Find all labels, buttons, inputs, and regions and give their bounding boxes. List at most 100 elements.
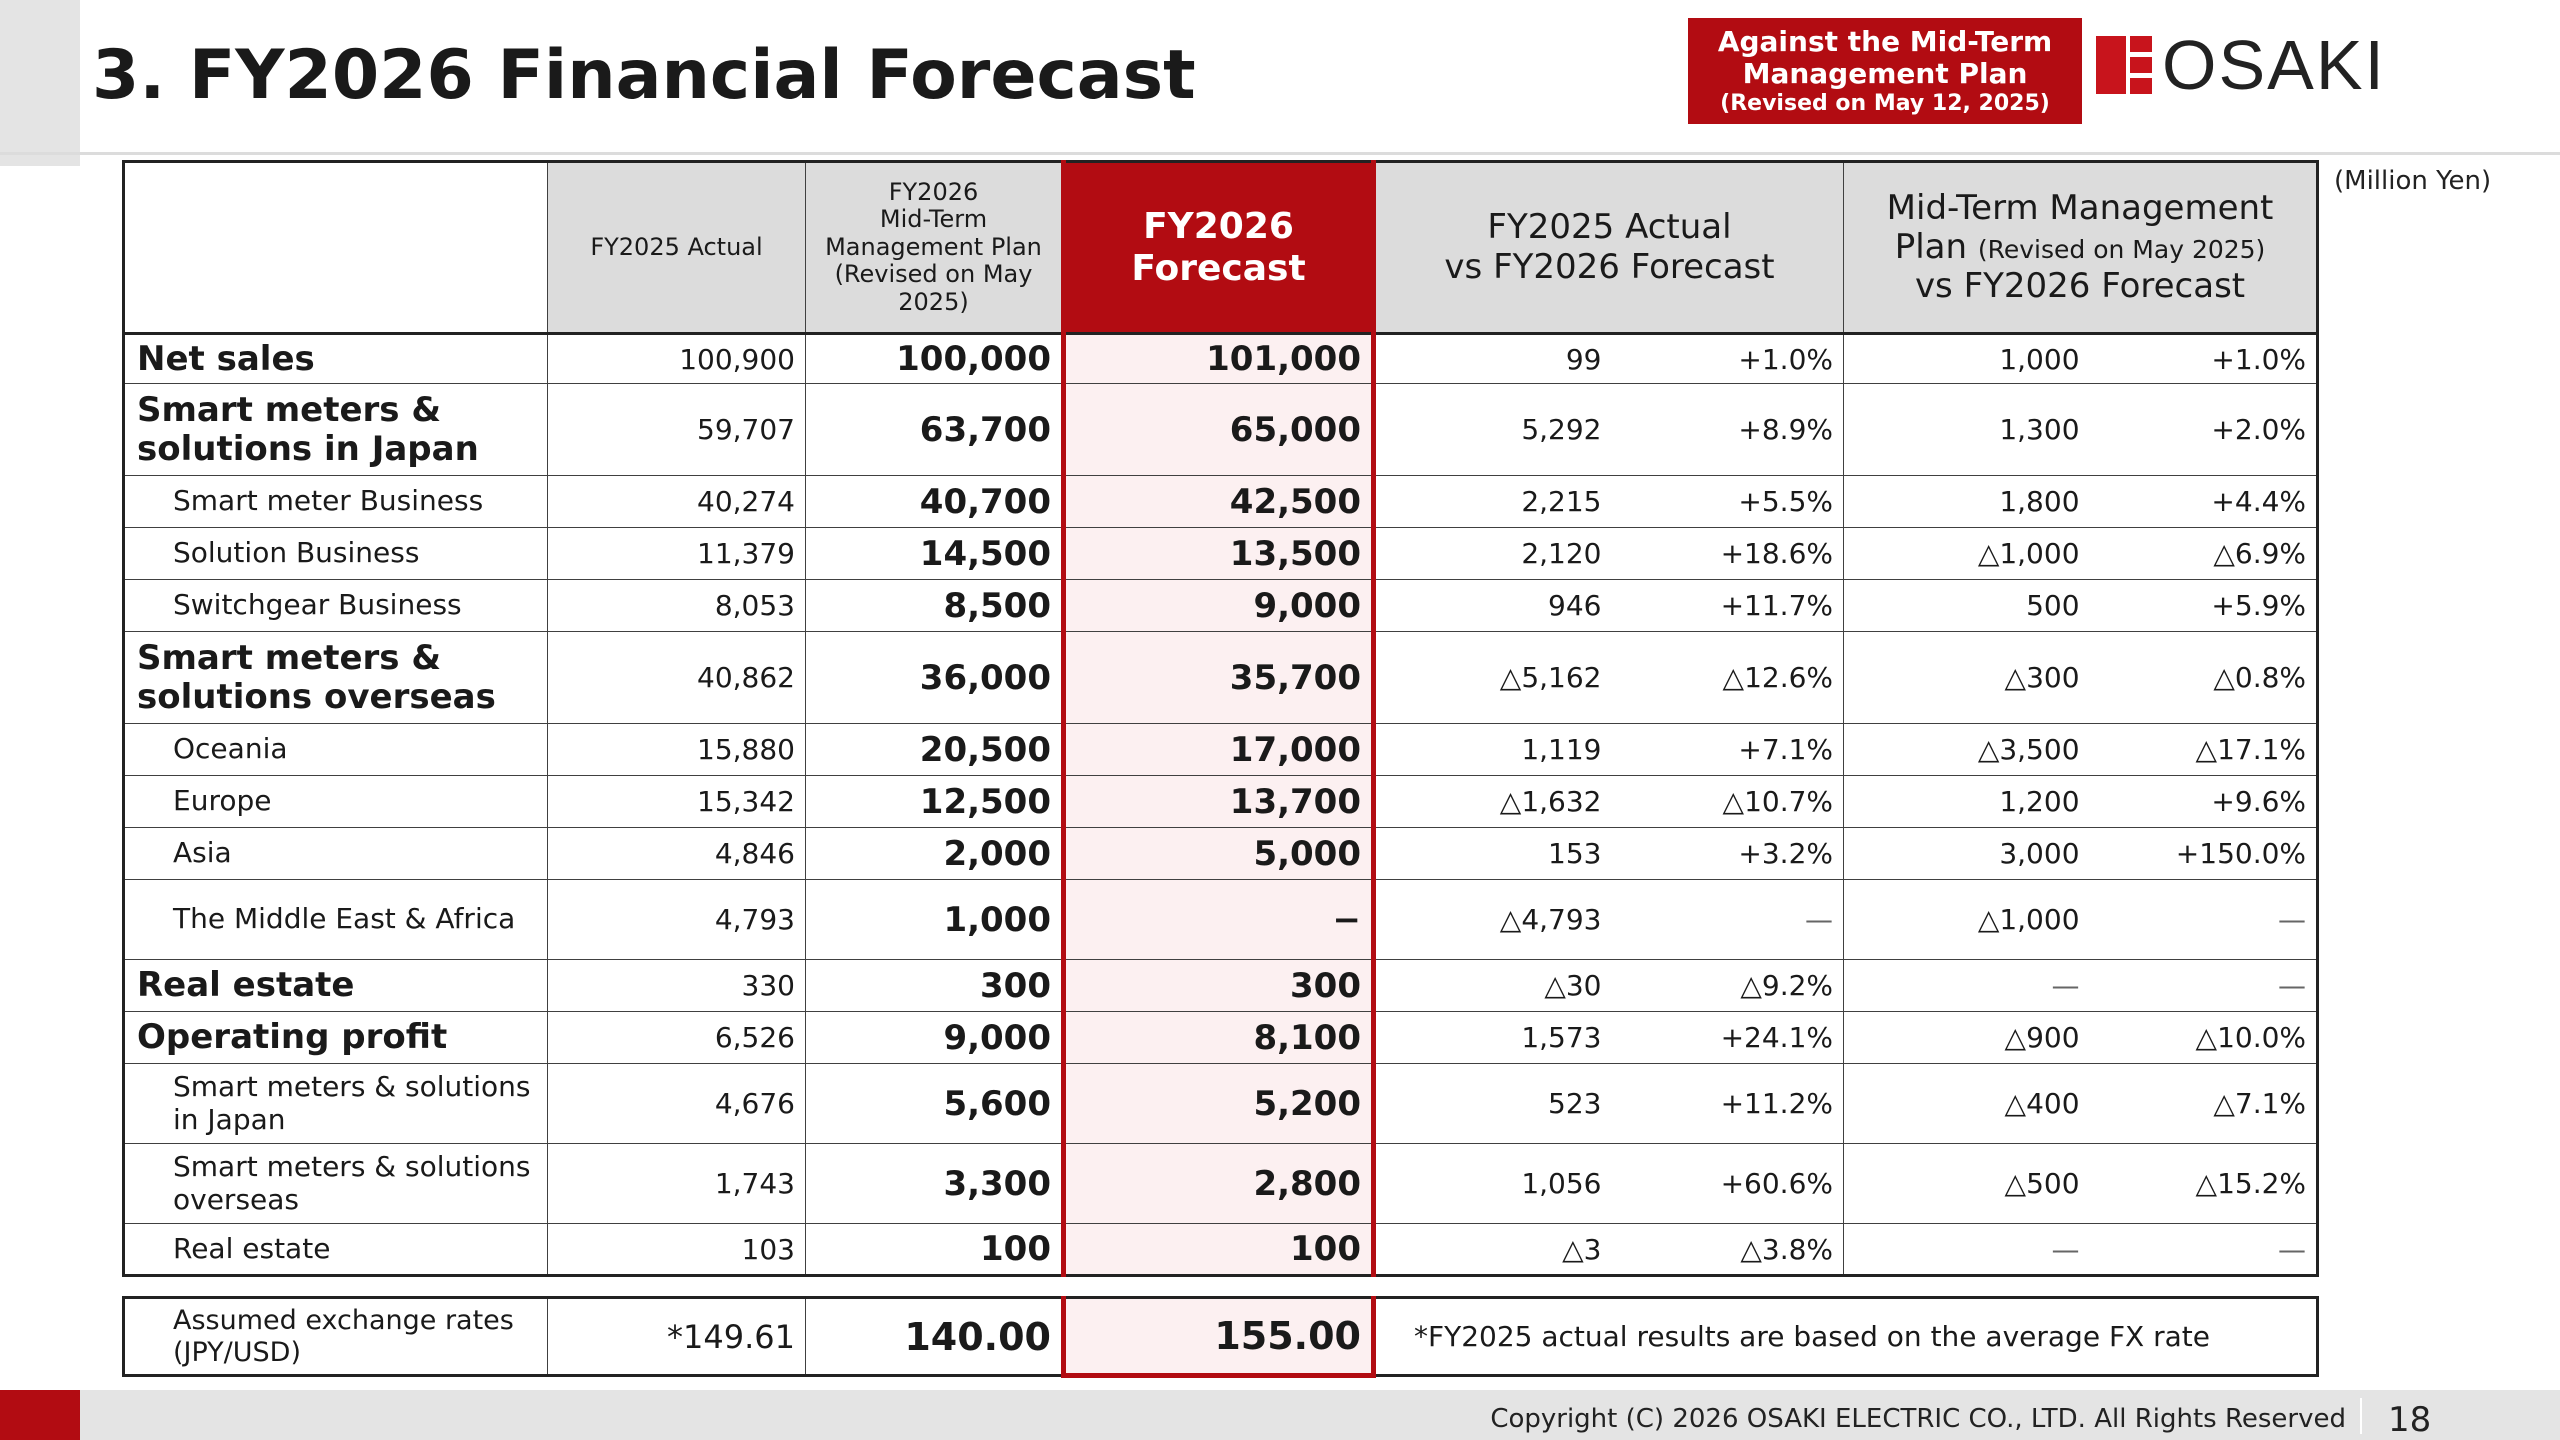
cell-diff-vs-actual: 99 (1373, 332, 1612, 384)
cell-diff-vs-actual: △4,793 (1373, 879, 1612, 960)
exchange-rate-forecast: 155.00 (1061, 1297, 1376, 1378)
exchange-rate-actual: *149.61 (547, 1297, 806, 1376)
row-label: Solution Business (123, 527, 548, 580)
cell-diff-vs-plan: 1,200 (1843, 775, 2090, 828)
cell-diff-vs-plan: △900 (1843, 1011, 2090, 1064)
cell-plan: 5,600 (805, 1063, 1064, 1144)
cell-diff-vs-plan: △3,500 (1843, 723, 2090, 776)
table-row: Switchgear Business 8,053 8,500 9,000 94… (123, 579, 2319, 632)
cell-forecast: 13,500 (1061, 527, 1376, 580)
cell-pct-vs-actual: — (1611, 879, 1845, 960)
cell-pct-vs-actual: +8.9% (1611, 383, 1845, 476)
cell-actual: 103 (547, 1223, 806, 1276)
table-row: The Middle East & Africa 4,793 1,000 − △… (123, 879, 2319, 960)
header-blank-cell (123, 161, 548, 334)
cell-pct-vs-actual: +5.5% (1611, 475, 1845, 528)
cell-forecast: 9,000 (1061, 579, 1376, 632)
table-row: Smart meters & solutions in Japan 59,707… (123, 383, 2319, 476)
cell-diff-vs-actual: △30 (1373, 959, 1612, 1012)
row-label: Smart meter Business (123, 475, 548, 528)
cell-diff-vs-plan: 1,300 (1843, 383, 2090, 476)
cell-actual: 100,900 (547, 332, 806, 384)
cell-diff-vs-plan: — (1843, 1223, 2090, 1276)
cell-diff-vs-actual: 1,119 (1373, 723, 1612, 776)
unit-note: (Million Yen) (2334, 166, 2492, 196)
cell-pct-vs-plan: △10.0% (2089, 1011, 2319, 1064)
badge-line-3: (Revised on May 12, 2025) (1720, 90, 2050, 116)
row-label: Smart meters & solutions overseas (123, 1143, 548, 1224)
row-label: Asia (123, 827, 548, 880)
cell-pct-vs-plan: △7.1% (2089, 1063, 2319, 1144)
cell-diff-vs-plan: △1,000 (1843, 879, 2090, 960)
cell-actual: 4,793 (547, 879, 806, 960)
cell-pct-vs-plan: △0.8% (2089, 631, 2319, 724)
table-row: Net sales 100,900 100,000 101,000 99 +1.… (123, 332, 2319, 384)
cell-actual: 11,379 (547, 527, 806, 580)
row-label: Switchgear Business (123, 579, 548, 632)
cell-forecast: 300 (1061, 959, 1376, 1012)
cell-pct-vs-plan: +150.0% (2089, 827, 2319, 880)
row-label: Real estate (123, 959, 548, 1012)
cell-pct-vs-plan: — (2089, 959, 2319, 1012)
table-row: Smart meters & solutions overseas 40,862… (123, 631, 2319, 724)
cell-diff-vs-plan: — (1843, 959, 2090, 1012)
cell-forecast: 13,700 (1061, 775, 1376, 828)
cell-pct-vs-actual: △12.6% (1611, 631, 1845, 724)
cell-actual: 8,053 (547, 579, 806, 632)
cell-pct-vs-plan: — (2089, 1223, 2319, 1276)
cell-plan: 2,000 (805, 827, 1064, 880)
cell-plan: 14,500 (805, 527, 1064, 580)
cell-diff-vs-plan: △500 (1843, 1143, 2090, 1224)
cell-actual: 6,526 (547, 1011, 806, 1064)
col-header-plan-vs-forecast: Mid-Term Management Plan (Revised on May… (1843, 161, 2319, 334)
cell-actual: 40,862 (547, 631, 806, 724)
cell-diff-vs-actual: 2,120 (1373, 527, 1612, 580)
cell-diff-vs-plan: 1,800 (1843, 475, 2090, 528)
table-row: Oceania 15,880 20,500 17,000 1,119 +7.1%… (123, 723, 2319, 776)
page-title: 3. FY2026 Financial Forecast (92, 36, 1196, 115)
cell-pct-vs-plan: △17.1% (2089, 723, 2319, 776)
cell-plan: 63,700 (805, 383, 1064, 476)
col-header-mid-term-plan: FY2026 Mid-Term Management Plan (Revised… (805, 161, 1064, 334)
cell-pct-vs-actual: +18.6% (1611, 527, 1845, 580)
cell-forecast: 101,000 (1061, 332, 1376, 384)
cell-forecast: 35,700 (1061, 631, 1376, 724)
row-label: Operating profit (123, 1011, 548, 1064)
cell-forecast: − (1061, 879, 1376, 960)
cell-pct-vs-actual: +60.6% (1611, 1143, 1845, 1224)
cell-pct-vs-actual: +7.1% (1611, 723, 1845, 776)
cell-plan: 9,000 (805, 1011, 1064, 1064)
cell-plan: 12,500 (805, 775, 1064, 828)
badge-line-2: Management Plan (1742, 57, 2028, 91)
cell-actual: 4,676 (547, 1063, 806, 1144)
forecast-table: FY2025 Actual FY2026 Mid-Term Management… (122, 160, 2320, 1277)
footer-bar (0, 1390, 2560, 1440)
row-label: Oceania (123, 723, 548, 776)
cell-pct-vs-plan: +9.6% (2089, 775, 2319, 828)
cell-forecast: 8,100 (1061, 1011, 1376, 1064)
copyright-text: Copyright (C) 2026 OSAKI ELECTRIC CO., L… (1490, 1404, 2346, 1434)
cell-diff-vs-actual: 5,292 (1373, 383, 1612, 476)
cell-actual: 15,880 (547, 723, 806, 776)
exchange-rate-note: *FY2025 actual results are based on the … (1372, 1297, 2318, 1376)
cell-plan: 20,500 (805, 723, 1064, 776)
row-label: Smart meters & solutions in Japan (123, 1063, 548, 1144)
cell-pct-vs-plan: △15.2% (2089, 1143, 2319, 1224)
cell-actual: 330 (547, 959, 806, 1012)
cell-pct-vs-plan: +1.0% (2089, 332, 2319, 384)
cell-plan: 1,000 (805, 879, 1064, 960)
cell-plan: 100,000 (805, 332, 1064, 384)
row-label: The Middle East & Africa (123, 879, 548, 960)
footer-accent (0, 1390, 80, 1440)
cell-pct-vs-plan: +4.4% (2089, 475, 2319, 528)
row-label: Smart meters & solutions overseas (123, 631, 548, 724)
company-logo: OSAKI (2096, 30, 2386, 100)
cell-pct-vs-actual: +1.0% (1611, 332, 1845, 384)
cell-plan: 300 (805, 959, 1064, 1012)
cell-pct-vs-plan: +2.0% (2089, 383, 2319, 476)
cell-forecast: 42,500 (1061, 475, 1376, 528)
cell-pct-vs-plan: △6.9% (2089, 527, 2319, 580)
cell-diff-vs-actual: △1,632 (1373, 775, 1612, 828)
exchange-rate-plan: 140.00 (805, 1297, 1064, 1376)
table-row: Operating profit 6,526 9,000 8,100 1,573… (123, 1011, 2319, 1064)
